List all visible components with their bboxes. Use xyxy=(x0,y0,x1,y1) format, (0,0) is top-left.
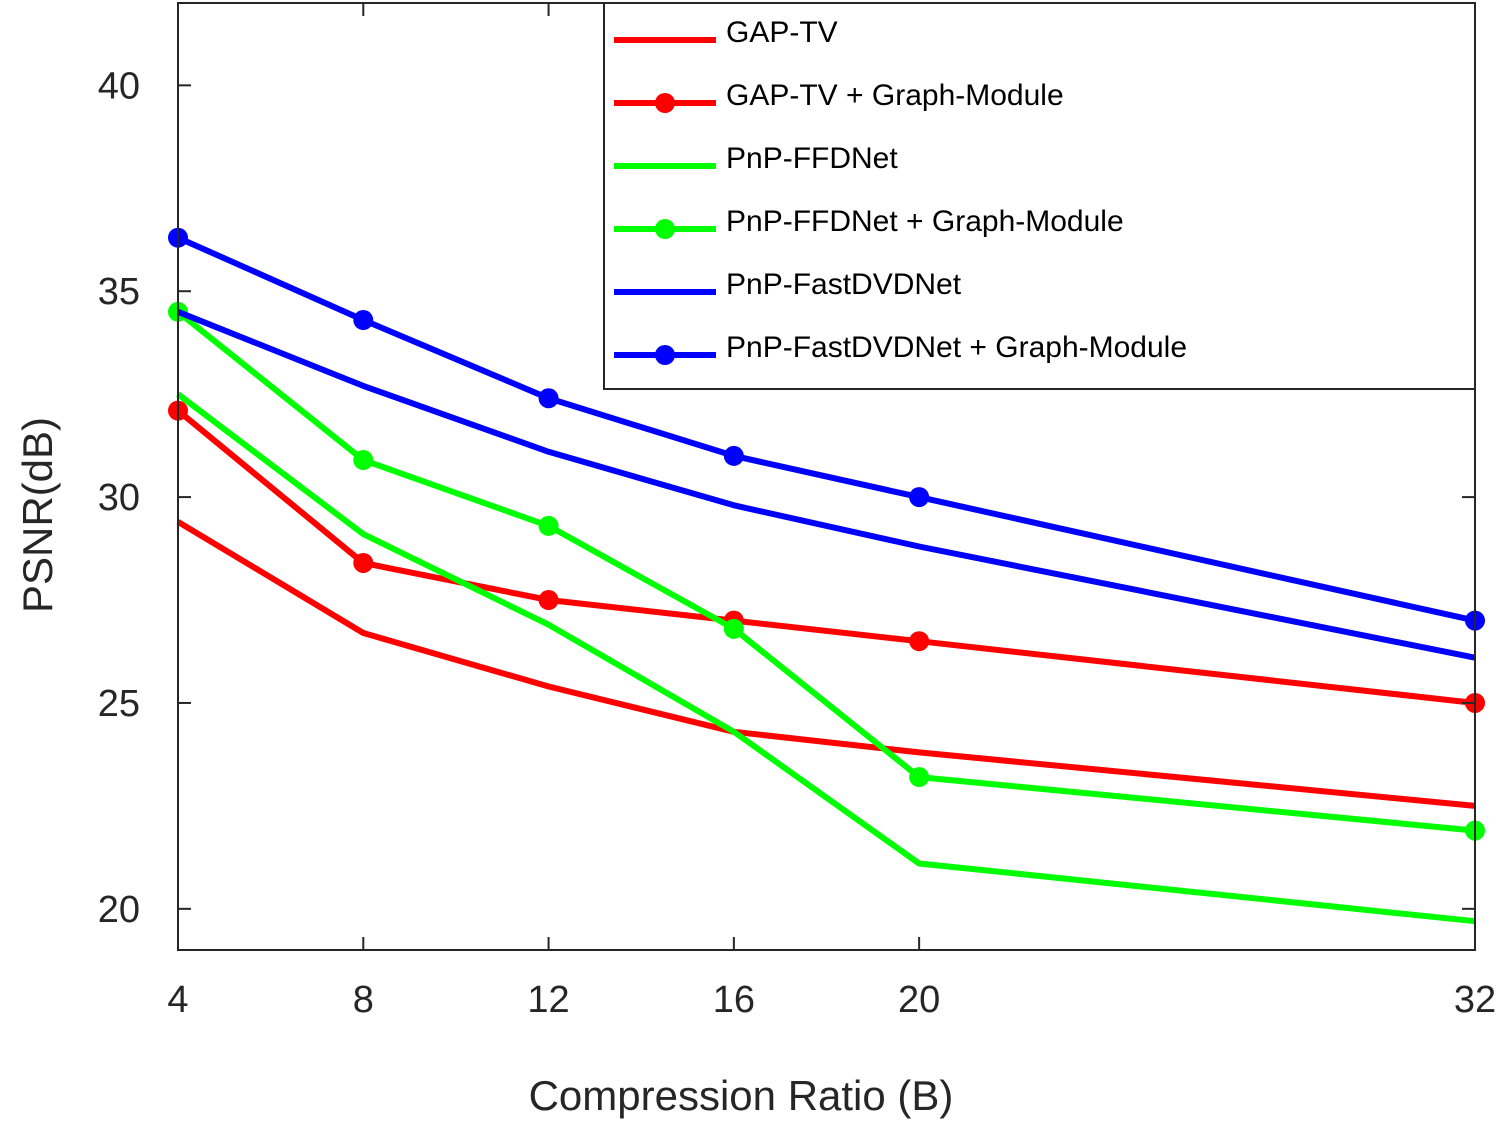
legend-item: PnP-FFDNet xyxy=(614,142,898,175)
legend-swatch-marker xyxy=(655,345,675,365)
series-line xyxy=(176,519,1476,809)
y-tick-label: 35 xyxy=(98,271,140,313)
legend-item: PnP-FFDNet + Graph-Module xyxy=(614,205,1124,239)
legend-item: PnP-FastDVDNet + Graph-Module xyxy=(614,331,1187,365)
data-point xyxy=(538,590,559,611)
legend: GAP-TV GAP-TV + Graph-Module PnP-FFDNet PnP… xyxy=(603,2,1476,390)
legend-swatch-marker xyxy=(655,93,675,113)
x-tick-label: 16 xyxy=(713,979,755,1021)
data-point xyxy=(538,515,559,536)
series-0 xyxy=(176,519,1476,809)
y-axis-title: PSNR(dB) xyxy=(14,417,61,613)
data-point xyxy=(723,445,744,466)
series-line xyxy=(176,234,1476,624)
data-point xyxy=(723,618,744,639)
legend-swatch-marker xyxy=(655,219,675,239)
x-tick-label: 32 xyxy=(1454,979,1496,1021)
data-point xyxy=(909,767,930,788)
legend-item: PnP-FastDVDNet xyxy=(614,268,962,301)
legend-label: GAP-TV + Graph-Module xyxy=(726,79,1064,112)
legend-label: GAP-TV xyxy=(726,16,838,49)
y-tick-label: 30 xyxy=(98,477,140,519)
series-4 xyxy=(176,309,1476,661)
data-point xyxy=(353,552,374,573)
series-2 xyxy=(176,391,1476,925)
x-tick-label: 20 xyxy=(898,979,940,1021)
data-point xyxy=(909,487,930,508)
legend-label: PnP-FastDVDNet + Graph-Module xyxy=(726,331,1187,364)
data-point xyxy=(353,450,374,471)
x-tick-label: 12 xyxy=(527,979,569,1021)
x-tick-label: 8 xyxy=(353,979,374,1021)
series-5 xyxy=(168,227,1485,631)
series-line xyxy=(176,309,1476,661)
series-line xyxy=(176,408,1476,706)
y-tick-label: 40 xyxy=(98,65,140,107)
y-tick-label: 20 xyxy=(98,889,140,931)
x-tick-label: 4 xyxy=(167,979,188,1021)
data-point xyxy=(909,631,930,652)
legend-item: GAP-TV + Graph-Module xyxy=(614,79,1064,113)
legend-box xyxy=(603,2,1476,390)
x-axis-title: Compression Ratio (B) xyxy=(529,1072,954,1119)
series-line xyxy=(176,391,1476,925)
series-layer xyxy=(168,227,1485,925)
series-3 xyxy=(168,301,1485,841)
data-point xyxy=(353,310,374,331)
y-tick-label: 25 xyxy=(98,683,140,725)
series-line xyxy=(176,309,1476,834)
data-point xyxy=(538,388,559,409)
legend-label: PnP-FFDNet + Graph-Module xyxy=(726,205,1124,238)
legend-label: PnP-FFDNet xyxy=(726,142,898,175)
legend-label: PnP-FastDVDNet xyxy=(726,268,962,301)
legend-item: GAP-TV xyxy=(614,16,838,49)
ticks-layer: 4 8 12 16 20 32 20 25 30 35 40 xyxy=(98,3,1496,1021)
